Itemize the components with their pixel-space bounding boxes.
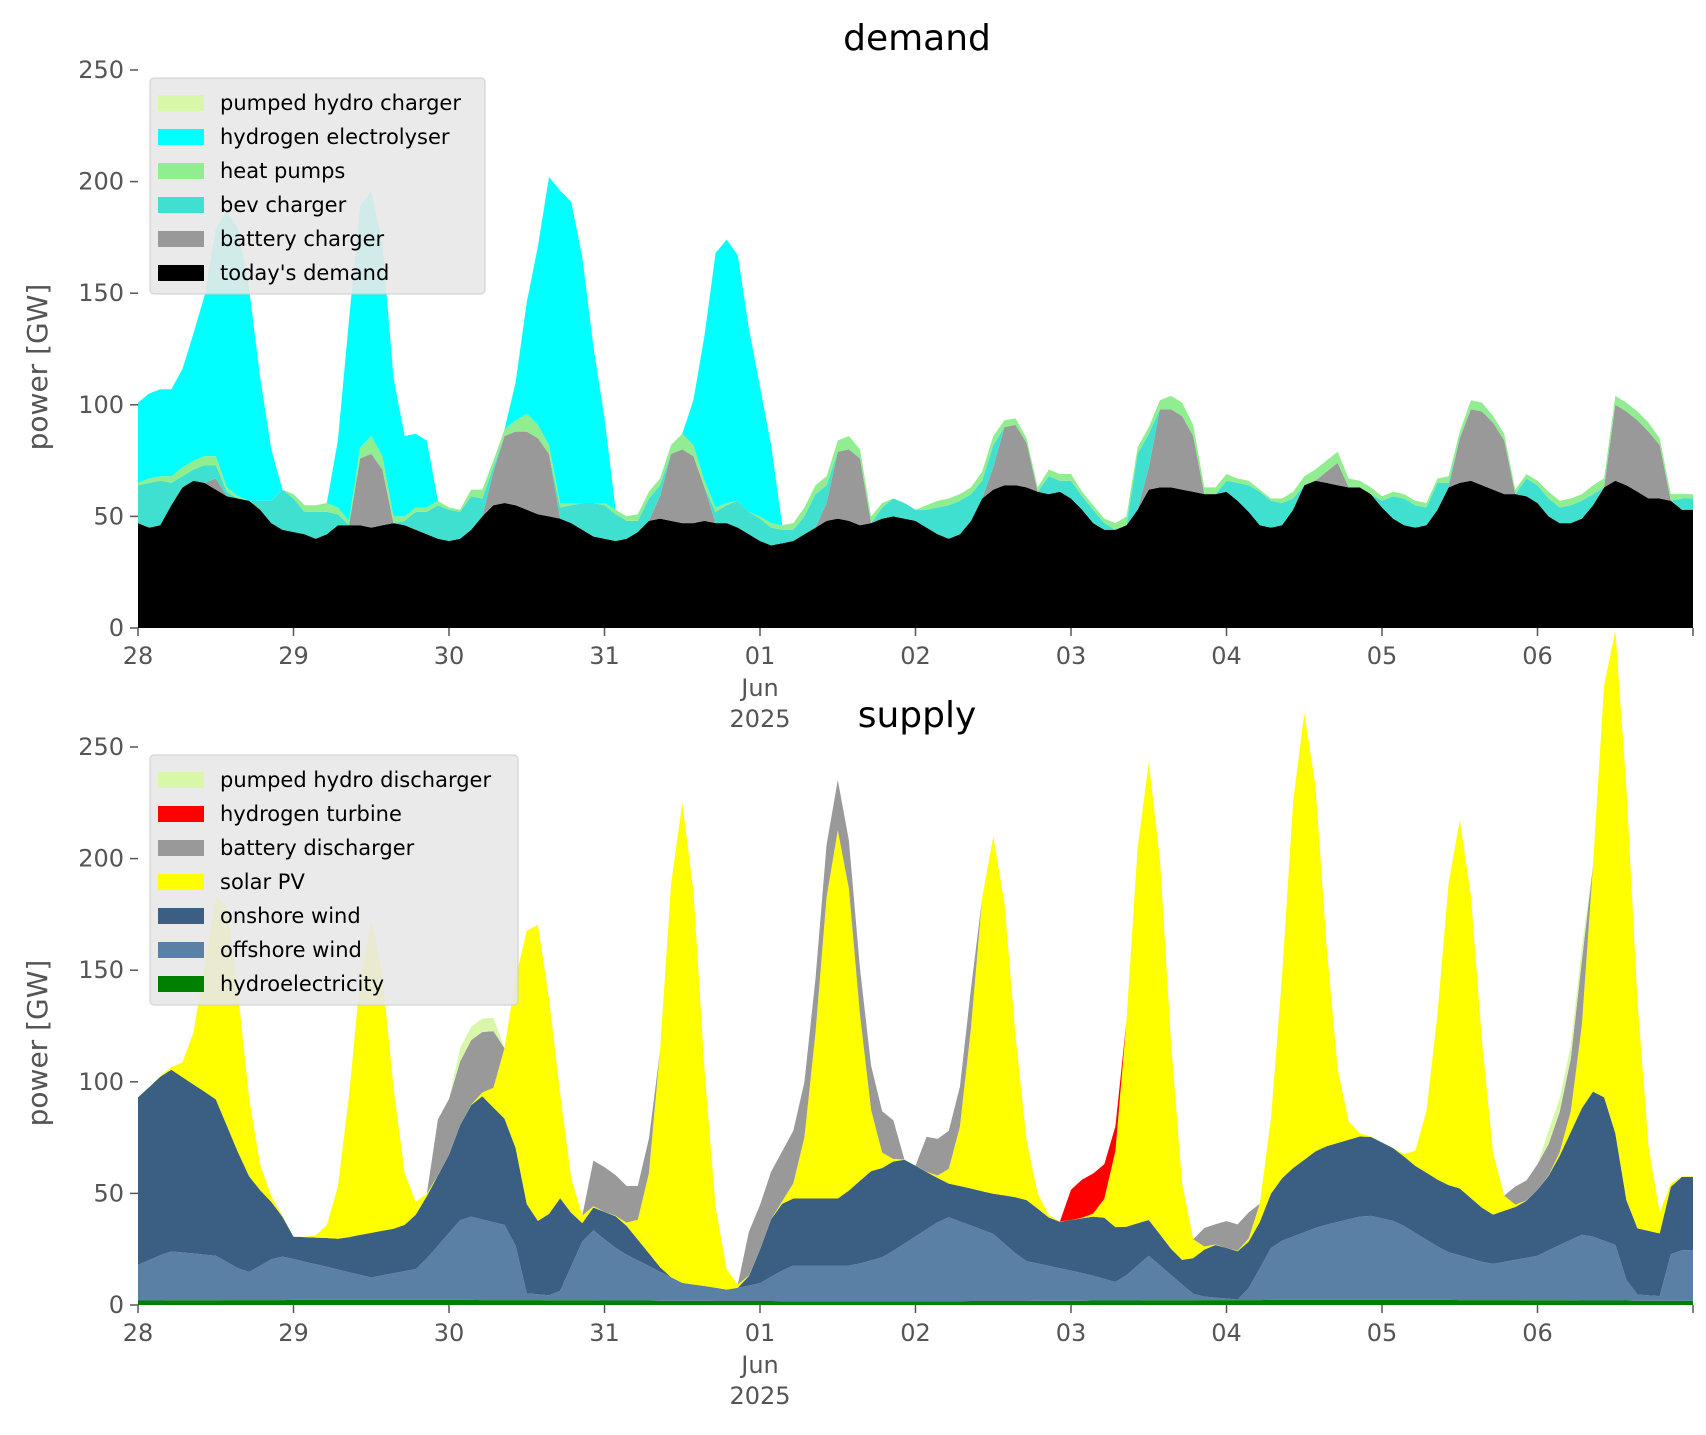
xtick-label: 01 [745,642,776,670]
xtick-sublabel: 2025 [729,705,790,733]
xtick-label: 30 [434,642,465,670]
legend-label-hydrogen-turbine: hydrogen turbine [220,802,402,826]
supply-areas [138,630,1693,1305]
legend-box [149,77,486,295]
legend-swatch-pumped-hydro-discharger [158,772,204,788]
supply-title: supply [858,695,977,736]
legend-swatch-heat-pumps [158,163,204,179]
legend-label-battery-charger: battery charger [220,227,385,251]
xtick-label: 28 [123,642,154,670]
ytick-label: 0 [109,1291,124,1319]
xtick-label: 06 [1522,1319,1553,1347]
legend-label-bev-charger: bev charger [220,193,347,217]
legend-swatch-hydroelectricity [158,976,204,992]
xtick-label: 04 [1211,642,1242,670]
xtick-label: 01 [745,1319,776,1347]
legend-swatch-battery-charger [158,231,204,247]
ytick-label: 200 [78,845,124,873]
xtick-label: 03 [1056,1319,1087,1347]
legend-label-hydrogen-electrolyser: hydrogen electrolyser [220,125,450,149]
xtick-sublabel: Jun [739,674,779,702]
demand-legend: pumped hydro charger hydrogen electrolyse… [149,77,486,295]
legend-box [149,754,519,1006]
area-offshore-wind [138,1215,1693,1302]
xtick-label: 02 [900,1319,931,1347]
ytick-label: 250 [78,733,124,761]
area-bev-charger [138,404,1693,546]
ytick-label: 100 [78,1068,124,1096]
xtick-label: 06 [1522,642,1553,670]
supply-ylabel: power [GW] [21,960,54,1127]
legend-swatch-solar-pv [158,874,204,890]
legend-label-pumped-hydro-charger: pumped hydro charger [220,91,461,115]
legend-swatch-battery-discharger [158,840,204,856]
xtick-sublabel: Jun [739,1351,779,1379]
legend-swatch-hydrogen-turbine [158,806,204,822]
xtick-label: 28 [123,1319,154,1347]
legend-label-onshore-wind: onshore wind [220,904,361,928]
xtick-label: 04 [1211,1319,1242,1347]
legend-label-solar-pv: solar PV [220,870,305,894]
ytick-label: 100 [78,391,124,419]
xtick-label: 05 [1367,1319,1398,1347]
ytick-label: 50 [93,502,124,530]
legend-label-battery-discharger: battery discharger [220,836,415,860]
area-solar-pv [138,630,1693,1290]
xtick-label: 02 [900,642,931,670]
area-heat-pumps [138,395,1693,530]
xtick-label: 03 [1056,642,1087,670]
legend-swatch-pumped-hydro-charger [158,95,204,111]
demand-areas [138,177,1693,628]
area-battery-charger [138,404,1693,546]
legend-label-heat-pumps: heat pumps [220,159,345,183]
ytick-label: 150 [78,279,124,307]
area-onshore-wind [138,1069,1693,1300]
legend-label-pumped-hydro-discharger: pumped hydro discharger [220,768,491,792]
ytick-label: 200 [78,168,124,196]
legend-swatch-today-s-demand [158,265,204,281]
legend-swatch-hydrogen-electrolyser [158,129,204,145]
supply-axes: 0 50 100 150 200 250 28 29 30 31 01 Jun 2025 02 03 04 05… [78,733,1694,1410]
ytick-label: 150 [78,956,124,984]
xtick-label: 31 [589,642,620,670]
area-today-s-demand [138,480,1693,628]
legend-swatch-onshore-wind [158,908,204,924]
xtick-label: 31 [589,1319,620,1347]
xtick-label: 05 [1367,642,1398,670]
legend-swatch-bev-charger [158,197,204,213]
demand-ylabel: power [GW] [21,284,54,451]
xtick-sublabel: 2025 [729,1382,790,1410]
ytick-label: 250 [78,56,124,84]
legend-label-today-s-demand: today's demand [220,261,389,285]
area-hydroelectricity [138,1299,1693,1305]
demand-axes: 0 50 100 150 200 250 28 29 30 31 01 Jun 2025 02 03 04 05… [78,56,1694,733]
demand-title: demand [843,18,991,59]
xtick-label: 29 [278,1319,309,1347]
legend-swatch-offshore-wind [158,942,204,958]
legend-label-hydroelectricity: hydroelectricity [220,972,384,996]
legend-label-offshore-wind: offshore wind [220,938,362,962]
supply-legend: pumped hydro discharger hydrogen turbine b… [149,754,519,1006]
ytick-label: 0 [109,614,124,642]
xtick-label: 29 [278,642,309,670]
xtick-label: 30 [434,1319,465,1347]
ytick-label: 50 [93,1179,124,1207]
